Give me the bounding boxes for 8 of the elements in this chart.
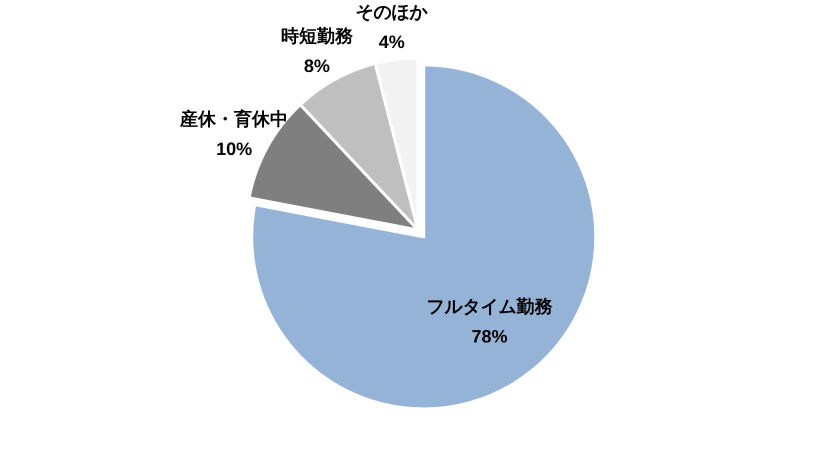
slice-label: 産休・育休中 <box>179 108 288 129</box>
data-label: 10% <box>216 138 252 159</box>
data-label: 4% <box>378 32 405 52</box>
data-label: 78% <box>472 326 508 346</box>
slice-label: 時短勤務 <box>280 26 353 46</box>
data-label: 8% <box>304 56 330 76</box>
slice-label: フルタイム勤務 <box>426 296 553 316</box>
slice-label: そのほか <box>356 2 429 22</box>
